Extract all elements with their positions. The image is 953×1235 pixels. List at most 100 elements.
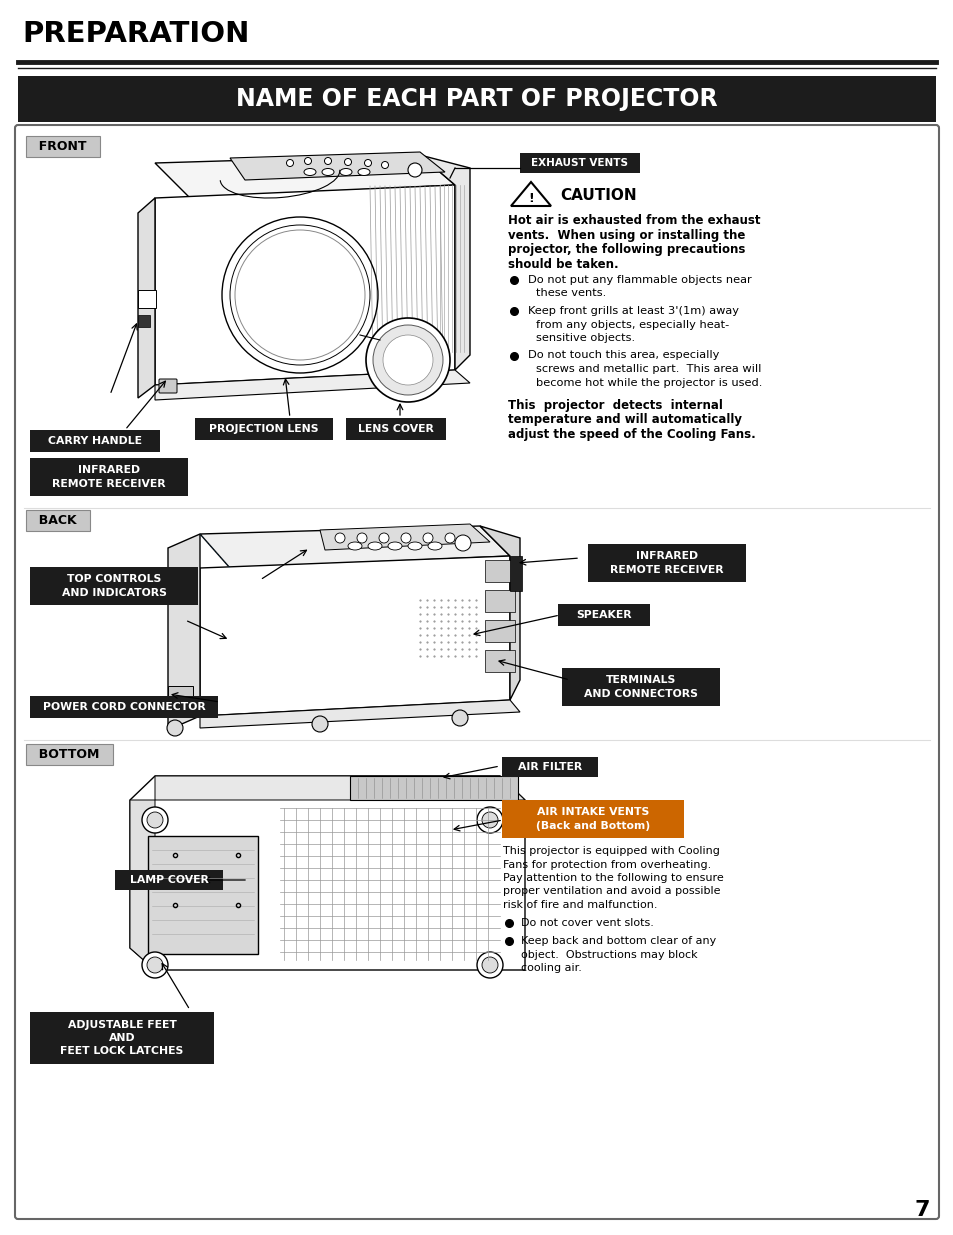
Text: ADJUSTABLE FEET
AND
FEET LOCK LATCHES: ADJUSTABLE FEET AND FEET LOCK LATCHES [60,1020,183,1056]
FancyBboxPatch shape [194,417,333,440]
Text: vents.  When using or installing the: vents. When using or installing the [507,228,744,242]
Text: PROJECTION LENS: PROJECTION LENS [209,424,318,433]
FancyBboxPatch shape [138,315,150,327]
FancyBboxPatch shape [148,836,257,953]
Circle shape [167,720,183,736]
Text: object.  Obstructions may block: object. Obstructions may block [520,950,697,960]
Text: Pay attention to the following to ensure: Pay attention to the following to ensure [502,873,723,883]
FancyBboxPatch shape [501,800,683,839]
Text: Do not touch this area, especially: Do not touch this area, especially [527,351,719,361]
Circle shape [422,534,433,543]
Text: TOP CONTROLS
AND INDICATORS: TOP CONTROLS AND INDICATORS [62,574,166,598]
Text: This projector is equipped with Cooling: This projector is equipped with Cooling [502,846,720,856]
FancyBboxPatch shape [561,668,720,706]
Circle shape [147,957,163,973]
Polygon shape [138,198,154,398]
FancyBboxPatch shape [30,458,188,496]
Text: !: ! [528,193,534,205]
Text: INFRARED
REMOTE RECEIVER: INFRARED REMOTE RECEIVER [610,551,723,574]
Circle shape [254,249,345,340]
Text: AIR INTAKE VENTS
(Back and Bottom): AIR INTAKE VENTS (Back and Bottom) [536,808,649,831]
FancyBboxPatch shape [484,559,515,582]
Text: LENS COVER: LENS COVER [357,424,434,433]
Text: Keep back and bottom clear of any: Keep back and bottom clear of any [520,936,716,946]
Circle shape [335,534,345,543]
FancyBboxPatch shape [484,590,515,613]
Text: temperature and will automatically: temperature and will automatically [507,414,741,426]
Ellipse shape [388,542,401,550]
Text: become hot while the projector is used.: become hot while the projector is used. [536,378,761,388]
FancyBboxPatch shape [501,757,598,777]
Text: cooling air.: cooling air. [520,963,581,973]
Text: these vents.: these vents. [536,289,605,299]
Text: INFRARED
REMOTE RECEIVER: INFRARED REMOTE RECEIVER [52,466,166,489]
Polygon shape [200,526,510,568]
Polygon shape [154,370,470,400]
Circle shape [476,952,502,978]
Text: EXHAUST VENTS: EXHAUST VENTS [531,158,628,168]
Circle shape [444,534,455,543]
Circle shape [455,535,471,551]
Ellipse shape [304,168,315,175]
Polygon shape [200,700,519,727]
Ellipse shape [408,542,421,550]
Text: sensitive objects.: sensitive objects. [536,333,635,343]
FancyBboxPatch shape [138,290,156,308]
Polygon shape [154,156,455,198]
Circle shape [373,325,442,395]
Text: CAUTION: CAUTION [559,189,636,204]
FancyBboxPatch shape [168,685,193,701]
Circle shape [234,230,365,359]
Text: Keep front grills at least 3'(1m) away: Keep front grills at least 3'(1m) away [527,306,739,316]
Polygon shape [154,185,455,385]
Circle shape [312,716,328,732]
Text: adjust the speed of the Cooling Fans.: adjust the speed of the Cooling Fans. [507,429,755,441]
Circle shape [364,159,371,167]
Circle shape [147,811,163,827]
Text: AIR FILTER: AIR FILTER [517,762,581,772]
FancyBboxPatch shape [30,567,198,605]
Circle shape [481,957,497,973]
Polygon shape [168,534,200,730]
FancyBboxPatch shape [30,1011,213,1065]
Text: proper ventilation and avoid a possible: proper ventilation and avoid a possible [502,887,720,897]
Polygon shape [130,800,154,969]
Circle shape [344,158,351,165]
Circle shape [324,158,331,164]
Circle shape [452,710,468,726]
FancyBboxPatch shape [30,430,160,452]
Text: from any objects, especially heat-: from any objects, especially heat- [536,320,728,330]
Circle shape [408,163,421,177]
Ellipse shape [428,542,441,550]
Circle shape [366,317,450,403]
Text: 7: 7 [914,1200,929,1220]
Circle shape [481,811,497,827]
Text: SPEAKER: SPEAKER [576,610,631,620]
Circle shape [476,806,502,832]
Text: should be taken.: should be taken. [507,258,618,270]
Polygon shape [419,156,470,370]
Text: Do not cover vent slots.: Do not cover vent slots. [520,918,653,927]
Ellipse shape [339,168,352,175]
Text: FRONT: FRONT [30,140,95,153]
Text: PREPARATION: PREPARATION [22,20,249,48]
Text: BACK: BACK [30,514,85,527]
FancyBboxPatch shape [115,869,223,890]
FancyBboxPatch shape [510,556,521,592]
Polygon shape [479,526,519,700]
FancyBboxPatch shape [350,776,517,800]
Text: NAME OF EACH PART OF PROJECTOR: NAME OF EACH PART OF PROJECTOR [236,86,717,111]
Text: BOTTOM: BOTTOM [30,748,108,761]
Polygon shape [130,776,524,969]
Circle shape [356,534,367,543]
FancyBboxPatch shape [159,379,177,393]
Circle shape [400,534,411,543]
FancyBboxPatch shape [18,77,935,122]
FancyBboxPatch shape [484,620,515,642]
Polygon shape [319,524,490,550]
Ellipse shape [368,542,381,550]
Text: Fans for protection from overheating.: Fans for protection from overheating. [502,860,711,869]
Circle shape [255,251,344,338]
Circle shape [304,158,312,164]
Text: risk of fire and malfunction.: risk of fire and malfunction. [502,900,657,910]
